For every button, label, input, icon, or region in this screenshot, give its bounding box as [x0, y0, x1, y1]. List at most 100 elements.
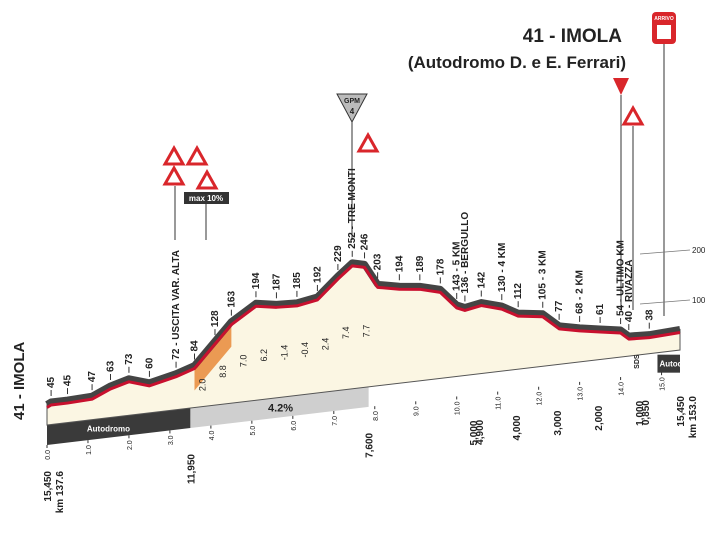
- climb-area: [194, 324, 232, 391]
- point-label: 47: [87, 371, 98, 383]
- finish-title: 41 - IMOLA: [523, 26, 623, 47]
- x-tick-label: 12.0: [537, 392, 544, 406]
- gpm-icon: [336, 93, 368, 124]
- point-label: 61: [595, 303, 606, 315]
- finish-km: km 153.0: [688, 396, 699, 439]
- point-label: 45: [62, 375, 73, 387]
- distance-label: 11,950: [186, 454, 197, 484]
- point-label: 203: [373, 253, 384, 270]
- circuit-end-label: Autodr.: [659, 360, 687, 369]
- gradient-label: 7.4: [341, 327, 351, 340]
- road-line: [46, 264, 681, 409]
- last-km-flag: [613, 78, 629, 95]
- gradient-label: 6.2: [259, 349, 269, 362]
- average-band: [190, 386, 369, 429]
- profile-ridge: [45, 259, 681, 408]
- warning-sign: [356, 131, 380, 153]
- average-gradient: 4.2%: [268, 402, 293, 414]
- start-km: km 137.6: [55, 471, 66, 514]
- circuit-band: [47, 408, 191, 445]
- start-label: 41 - IMOLA: [11, 341, 28, 420]
- distance-label: 4,000: [512, 415, 523, 440]
- point-label: 38: [644, 309, 655, 321]
- x-tick-label: 14.0: [619, 382, 626, 396]
- point-label: 194: [251, 272, 262, 289]
- point-label: 143 - 5 KM: [452, 241, 463, 290]
- point-label: 112: [513, 283, 524, 300]
- warning-sign: [621, 104, 645, 126]
- max-gradient-box: [184, 192, 229, 204]
- x-tick-label: 2.0: [127, 440, 134, 450]
- point-label: 63: [106, 360, 117, 372]
- point-label: 189: [415, 255, 426, 272]
- circuit-end-band: [657, 354, 680, 373]
- point-label: 192: [312, 266, 323, 283]
- gradient-label: 7.0: [239, 355, 249, 368]
- point-label: 73: [124, 353, 135, 365]
- x-tick-label: 9.0: [414, 406, 421, 416]
- point-label: 130 - 4 KM: [497, 243, 508, 292]
- x-tick-label: 0.0: [45, 450, 52, 460]
- warning-sign: [195, 168, 219, 190]
- point-label: 72 - USCITA VAR. ALTA: [171, 250, 182, 360]
- gradient-label: -0.4: [300, 342, 310, 358]
- point-label: 187: [271, 273, 282, 290]
- point-label: 60: [144, 357, 155, 369]
- point-label: 252 - TRE MONTI: [347, 168, 358, 249]
- warning-sign: [162, 144, 186, 166]
- distance-label: 3,000: [553, 410, 564, 435]
- point-label: 142: [476, 271, 487, 288]
- x-tick-label: 1.0: [86, 445, 93, 455]
- point-label: 84: [189, 340, 200, 352]
- distance-label: 15,450: [676, 396, 687, 427]
- max-gradient: max 10%: [189, 194, 223, 203]
- x-tick-label: 6.0: [291, 421, 298, 431]
- gradient-label: 7.7: [362, 325, 372, 338]
- x-tick-label: 8.0: [373, 411, 380, 421]
- arrival-box: [657, 25, 671, 39]
- distance-label: 4,900: [475, 419, 486, 444]
- gradient-label: 2.0: [198, 379, 208, 392]
- point-label: 163: [226, 291, 237, 308]
- x-tick-label: 11.0: [496, 396, 503, 409]
- altitude-grid: [639, 299, 691, 305]
- point-label: 229: [333, 245, 344, 262]
- point-label: 194: [394, 255, 405, 272]
- altitude-label: 100: [692, 296, 706, 305]
- gradient-label: 8.8: [218, 365, 228, 378]
- x-tick-label: 4.0: [209, 430, 216, 440]
- x-tick-label: 10.0: [455, 401, 462, 415]
- sds-label: SDS: [634, 354, 641, 369]
- point-label: 246: [360, 233, 371, 250]
- x-tick-label: 3.0: [168, 435, 175, 445]
- point-label: 105 - 3 KM: [538, 250, 549, 299]
- gradient-label: -1.4: [280, 345, 290, 361]
- gpm-category: 4: [350, 107, 355, 116]
- point-label: 136 - BERGULLO: [460, 212, 471, 294]
- x-tick-label: 15.0: [660, 377, 667, 391]
- distance-label: 2,000: [594, 405, 605, 430]
- distance-label: 15,450: [43, 471, 54, 502]
- x-tick-label: 13.0: [578, 387, 585, 401]
- altitude-grid: [639, 249, 691, 255]
- distance-label: 5,000: [469, 420, 480, 445]
- distance-label: 0,850: [641, 400, 652, 425]
- distance-label: 7,600: [365, 432, 376, 457]
- point-label: 128: [210, 310, 221, 327]
- point-label: 40 - RIVAZZA: [624, 259, 635, 322]
- warning-sign: [185, 144, 209, 166]
- x-tick-label: 7.0: [332, 416, 339, 426]
- gpm-text: GPM: [344, 98, 360, 105]
- altitude-label: 200: [692, 246, 706, 255]
- point-label: 185: [292, 272, 303, 289]
- warning-sign: [162, 164, 186, 186]
- point-label: 68 - 2 KM: [575, 270, 586, 314]
- circuit-label: Autodromo: [87, 425, 130, 434]
- distance-label: 1,000: [635, 400, 646, 425]
- point-label: 45: [46, 376, 57, 388]
- x-tick-label: 5.0: [250, 426, 257, 436]
- point-label: 77: [554, 300, 565, 312]
- point-label: 54 - ULTIMO KM: [616, 240, 627, 316]
- point-label: 178: [435, 258, 446, 275]
